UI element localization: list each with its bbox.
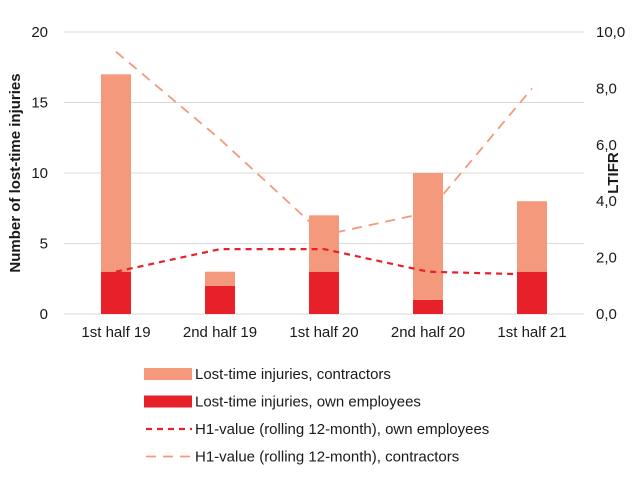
bar-segment	[413, 299, 443, 314]
x-tick-label: 2nd half 20	[391, 324, 465, 341]
y2-tick-label: 6,0	[596, 137, 617, 154]
bar-segment	[517, 271, 547, 314]
x-tick-label: 1st half 19	[81, 324, 150, 341]
legend-label: Lost-time injuries, contractors	[195, 366, 391, 383]
y-tick-label: 10	[31, 165, 48, 182]
bar-segment	[101, 74, 131, 272]
series-line	[115, 51, 533, 236]
y2-tick-label: 0,0	[596, 306, 617, 323]
y2-tick-label: 2,0	[596, 250, 617, 267]
series-line	[115, 248, 533, 276]
legend-label: H1-value (rolling 12-month), own employe…	[195, 421, 489, 438]
bar-segment	[517, 201, 547, 272]
x-tick-label: 1st half 21	[497, 324, 566, 341]
y-tick-label: 5	[40, 236, 48, 253]
y-tick-label: 20	[31, 24, 48, 41]
legend-swatch	[144, 395, 192, 408]
x-tick-label: 2nd half 19	[183, 324, 257, 341]
y-tick-label: 15	[31, 95, 48, 112]
bar-segment	[413, 173, 443, 300]
x-tick-label: 1st half 20	[289, 324, 358, 341]
y2-tick-label: 4,0	[596, 193, 617, 210]
bar-segment	[101, 271, 131, 314]
bar-segment	[205, 271, 235, 286]
y2-axis-title: LTIFR	[605, 152, 622, 194]
y-axis-title: Number of lost-time injuries	[7, 73, 24, 272]
legend-label: H1-value (rolling 12-month), contractors	[195, 449, 459, 466]
legend-swatch	[144, 368, 192, 380]
bar-segment	[309, 215, 339, 272]
y2-tick-label: 10,0	[596, 24, 625, 41]
y2-tick-label: 8,0	[596, 80, 617, 97]
legend-label: Lost-time injuries, own employees	[195, 394, 421, 411]
y-tick-label: 0	[40, 306, 48, 323]
bar-segment	[205, 285, 235, 314]
bar-segment	[309, 271, 339, 314]
